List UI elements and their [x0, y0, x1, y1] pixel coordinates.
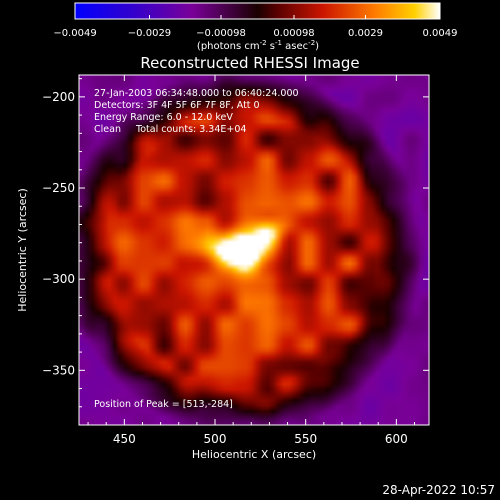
y-tick-label: −200	[42, 90, 75, 104]
x-axis: 450 500 550 600	[87, 75, 415, 446]
peak-position-label: Position of Peak = [513,-284]	[94, 399, 233, 410]
info-clean-counts: Clean Total counts: 3.34E+04	[94, 124, 246, 135]
colorbar	[74, 2, 441, 20]
info-energy-range: Energy Range: 6.0 - 12.0 keV	[94, 112, 233, 123]
info-time-range: 27-Jan-2003 06:34:48.000 to 06:40:24.000	[94, 88, 299, 99]
y-tick-label: −350	[42, 363, 75, 377]
x-tick-label: 450	[113, 432, 136, 446]
x-tick-label: 550	[294, 432, 317, 446]
x-axis-label: Heliocentric X (arcsec)	[192, 448, 316, 461]
footer-date: 28-Apr-2022 10:57	[382, 483, 495, 497]
plot-frame	[78, 74, 430, 426]
y-tick-label: −300	[42, 272, 75, 286]
colorbar-unit-label: (photons cm-2 s-1 asec-2)	[197, 39, 319, 52]
info-detectors: Detectors: 3F 4F 5F 6F 7F 8F, Att 0	[94, 100, 260, 111]
y-axis-label: Heliocentric Y (arcsec)	[16, 188, 29, 312]
chart-title: Reconstructed RHESSI Image	[140, 54, 359, 72]
colorbar-tick-label: −0.0029	[128, 28, 171, 39]
y-axis: −200 −250 −300 −350	[42, 78, 429, 408]
x-tick-label: 600	[385, 432, 408, 446]
colorbar-tick-label: −0.00098	[196, 28, 246, 39]
x-tick-label: 500	[204, 432, 227, 446]
observation-info: 27-Jan-2003 06:34:48.000 to 06:40:24.000…	[94, 88, 299, 135]
y-tick-label: −250	[42, 181, 75, 195]
colorbar-tick-label: 0.00098	[273, 28, 314, 39]
colorbar-tick-label: 0.0029	[348, 28, 383, 39]
colorbar-ticks: −0.0049 −0.0029 −0.00098 0.00098 0.0029 0.004…	[53, 15, 458, 39]
colorbar-tick-label: −0.0049	[53, 28, 96, 39]
colorbar-tick-label: 0.0049	[423, 28, 458, 39]
heatmap-image	[79, 75, 429, 425]
